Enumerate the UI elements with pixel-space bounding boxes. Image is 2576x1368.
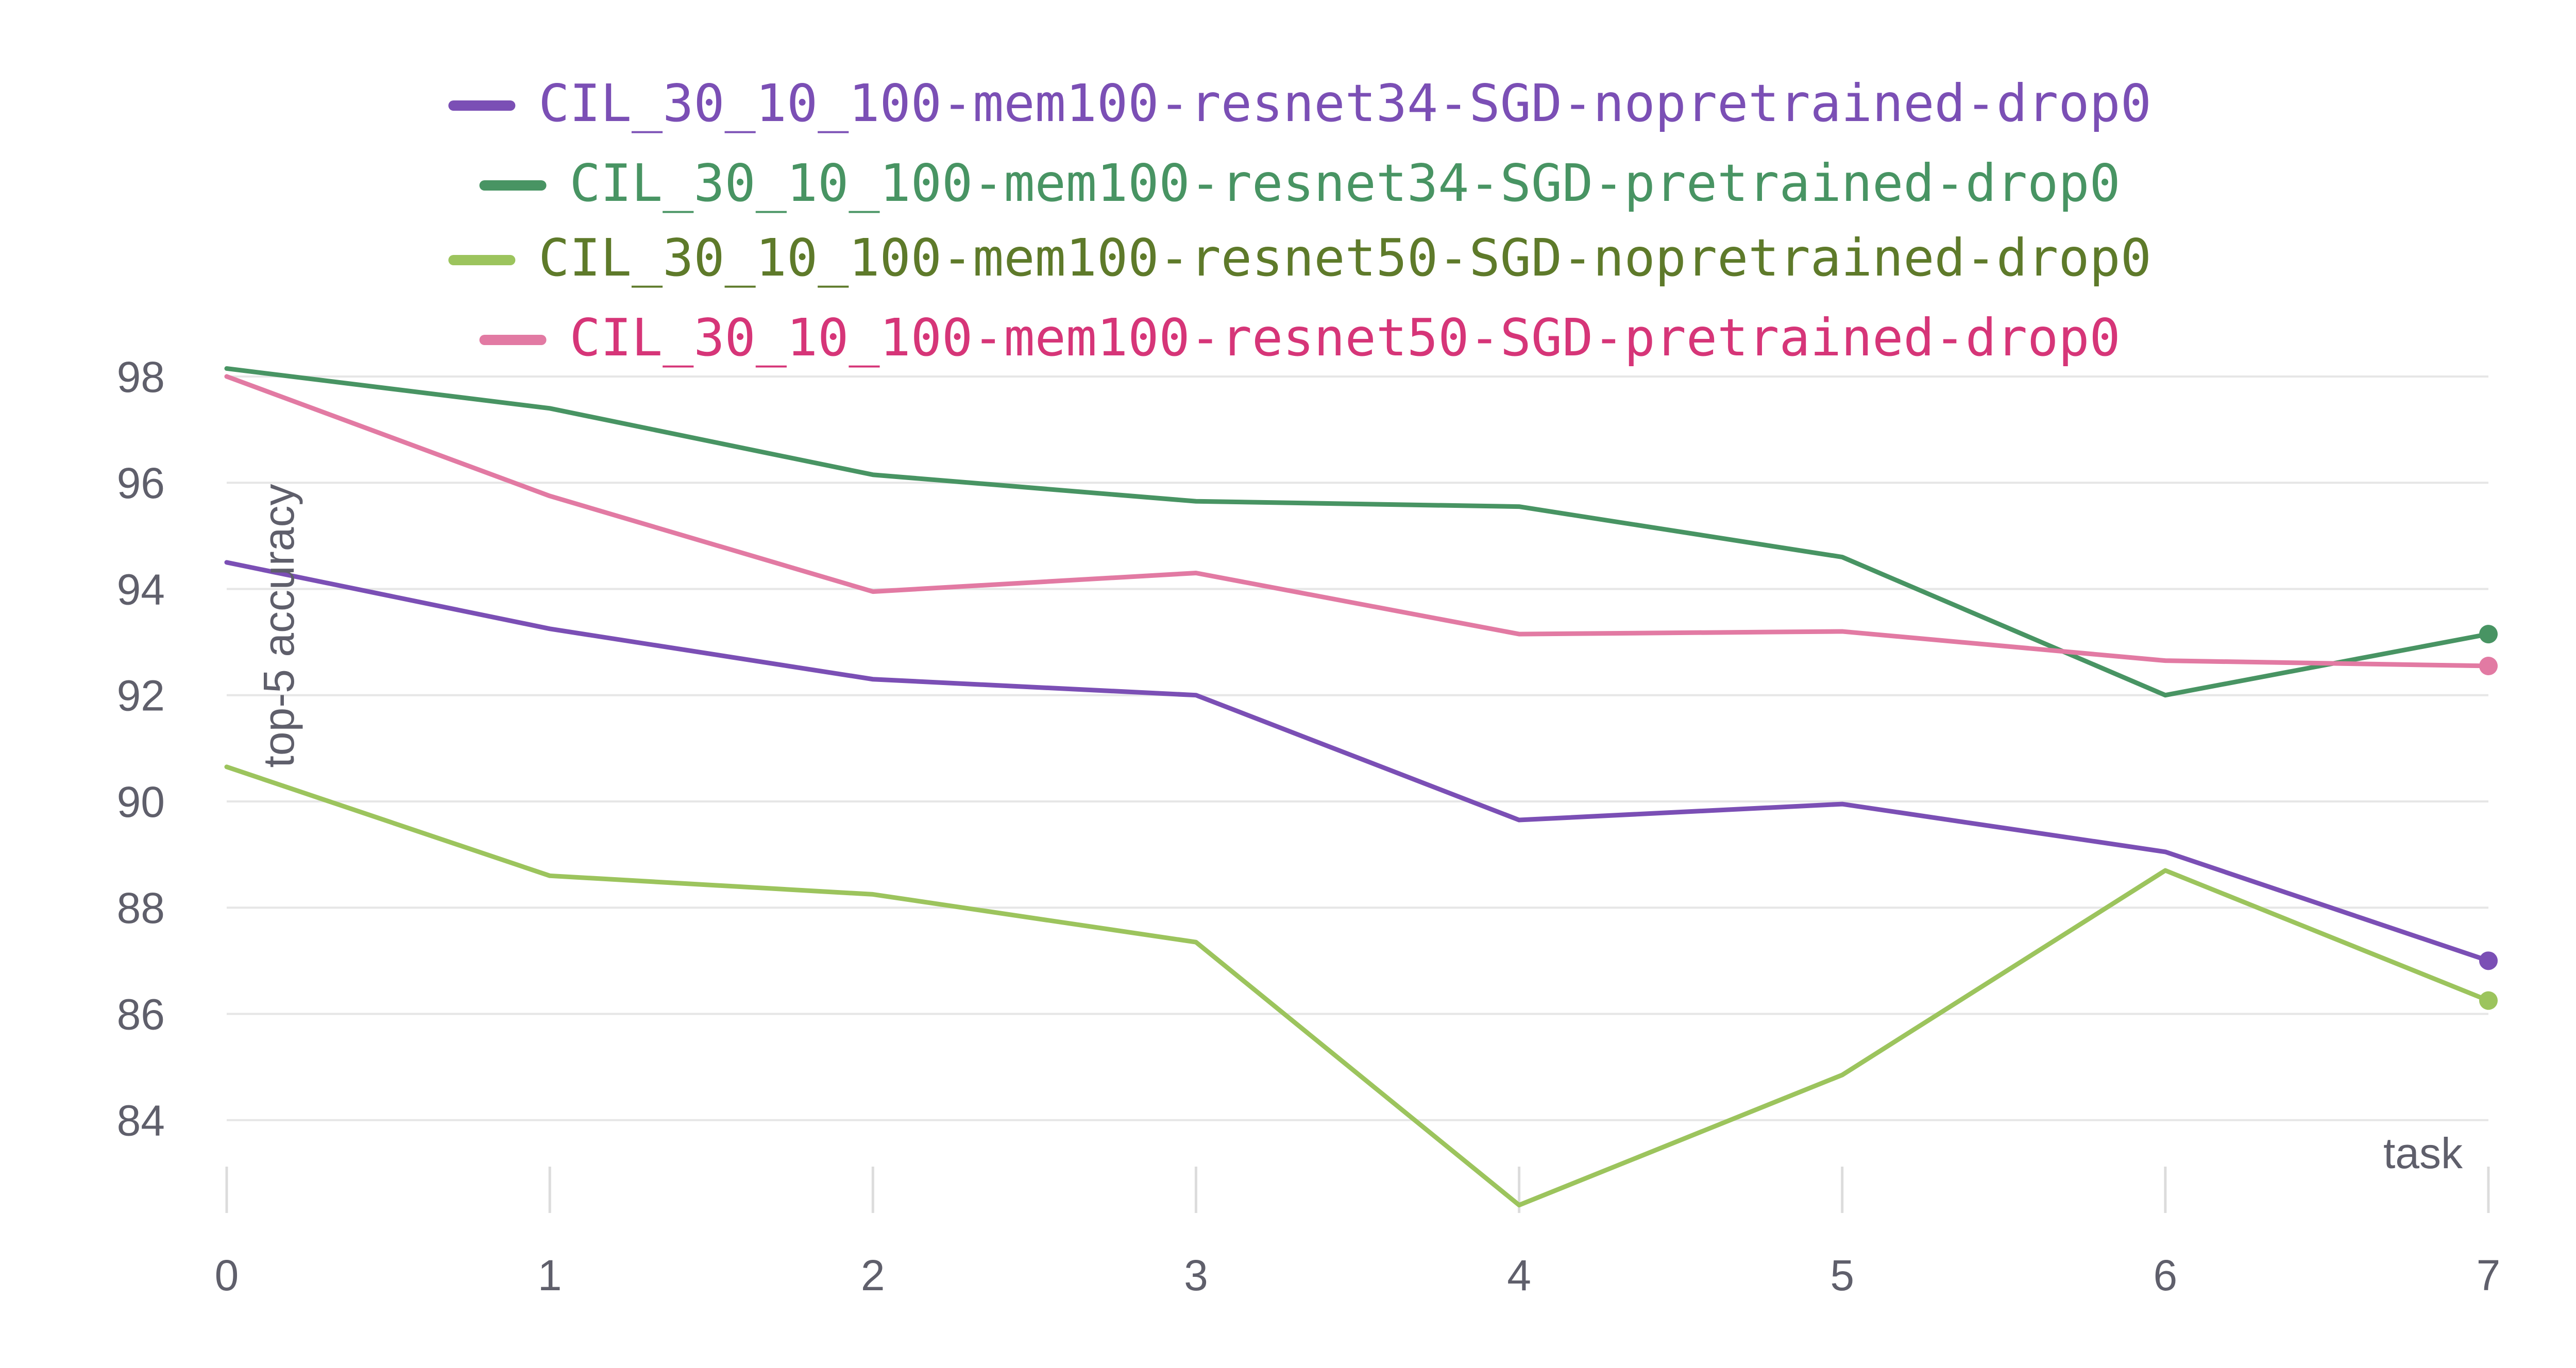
x-axis: 0 1 2 3 4 5 6 7 (215, 1167, 2501, 1299)
x-tick-label: 4 (1507, 1251, 1531, 1299)
x-tick-label: 5 (1830, 1251, 1854, 1299)
series-line-1 (224, 560, 2491, 963)
legend-label: CIL_30_10_100-mem100-resnet50-SGD-pretra… (570, 307, 2121, 368)
data-point (2479, 951, 2498, 970)
series-group (224, 366, 2498, 1208)
x-tick-label: 1 (538, 1251, 562, 1299)
x-tick-label: 6 (2153, 1251, 2177, 1299)
data-point (2479, 625, 2498, 644)
x-tick-label: 2 (861, 1251, 885, 1299)
legend-label: CIL_30_10_100-mem100-resnet34-SGD-nopret… (538, 73, 2151, 133)
y-tick-label: 96 (117, 459, 165, 507)
legend: CIL_30_10_100-mem100-resnet34-SGD-nopret… (448, 73, 2151, 368)
y-tick-label: 92 (117, 672, 165, 720)
series-line-4 (224, 374, 2491, 669)
data-point (2479, 991, 2498, 1010)
legend-label: CIL_30_10_100-mem100-resnet34-SGD-pretra… (570, 153, 2121, 213)
y-tick-label: 98 (117, 353, 165, 401)
data-point (2479, 656, 2498, 675)
legend-label: CIL_30_10_100-mem100-resnet50-SGD-nopret… (538, 228, 2151, 288)
y-tick-label: 90 (117, 778, 165, 826)
series-line-3 (224, 764, 2491, 1208)
gridlines (227, 375, 2488, 1121)
x-tick-label: 0 (215, 1251, 239, 1299)
series-line-2 (224, 366, 2491, 698)
y-tick-label: 94 (117, 565, 165, 613)
y-tick-label: 86 (117, 990, 165, 1038)
x-axis-title: task (2383, 1129, 2463, 1177)
x-tick-label: 7 (2477, 1251, 2501, 1299)
y-axis-title: top-5 accuracy (255, 484, 303, 768)
x-tick-label: 3 (1184, 1251, 1208, 1299)
y-tick-label: 84 (117, 1097, 165, 1145)
y-axis: 84 86 88 90 92 94 96 98 (117, 353, 165, 1145)
y-tick-label: 88 (117, 884, 165, 932)
